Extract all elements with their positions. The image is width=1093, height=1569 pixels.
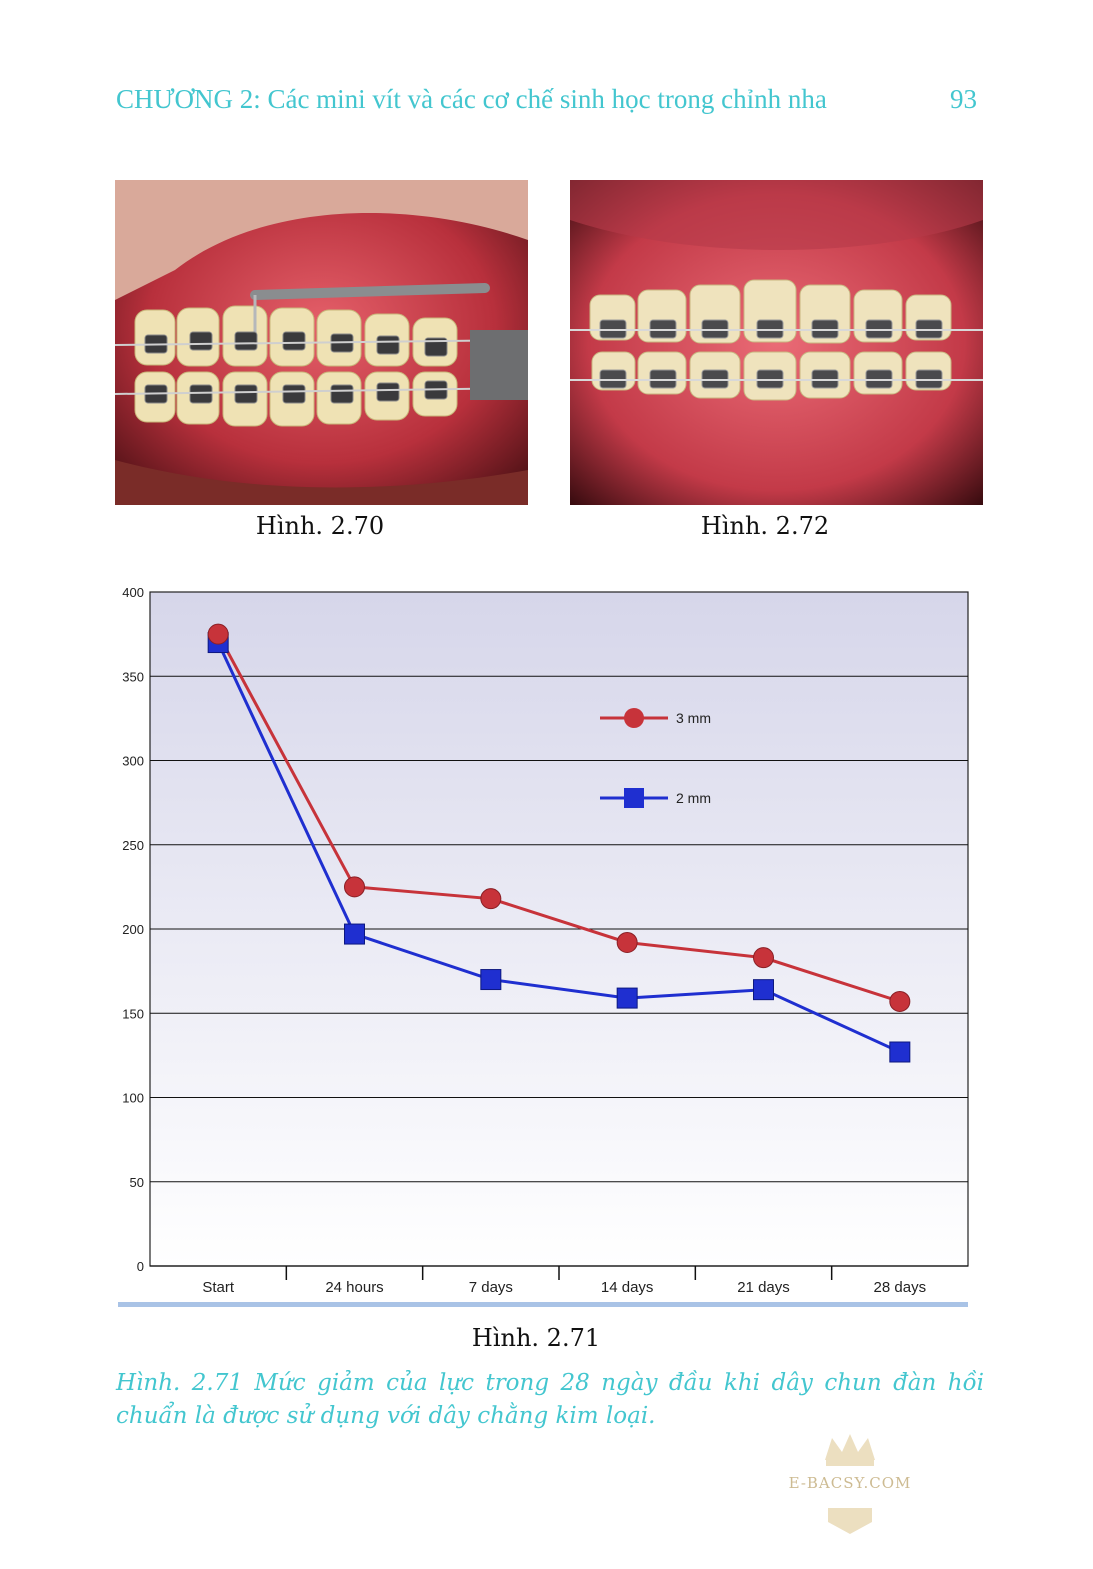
y-tick-label: 0 (137, 1259, 144, 1274)
x-tick-label: 21 days (737, 1279, 790, 1296)
data-point-3mm (753, 947, 774, 969)
data-point-2mm (616, 987, 638, 1009)
chapter-title: CHƯƠNG 2: Các mini vít và các cơ chế sin… (116, 84, 827, 114)
figure-description: Hình. 2.71 Mức giảm của lực trong 28 ngà… (116, 1370, 984, 1429)
data-point-3mm (344, 876, 365, 898)
data-point-3mm (889, 990, 911, 1012)
data-point-2mm (344, 923, 365, 945)
data-point-2mm (889, 1041, 911, 1063)
legend-marker-3mm (624, 708, 644, 728)
legend-label: 2 mm (676, 790, 711, 806)
x-tick-label: 28 days (874, 1279, 927, 1296)
photo-braces-front-view (570, 180, 983, 505)
chart-bottom-rule (118, 1302, 968, 1307)
data-point-3mm (480, 888, 502, 910)
figure-caption-2-70: Hình. 2.70 (255, 512, 385, 540)
y-tick-label: 400 (122, 585, 144, 600)
photo-braces-side-view (115, 180, 528, 505)
figure-caption-2-71: Hình. 2.71 (471, 1324, 601, 1352)
figure-caption-2-72: Hình. 2.72 (700, 512, 830, 540)
series-line-2mm (216, 641, 901, 1054)
legend-marker-2mm (624, 788, 644, 808)
x-tick-label: 14 days (601, 1279, 654, 1296)
page-number: 93 (950, 84, 977, 114)
y-tick-label: 300 (122, 754, 144, 769)
watermark-text: E-BACSY.COM (788, 1474, 912, 1492)
x-tick-label: Start (202, 1279, 235, 1296)
watermark-logo: E-BACSY.COM (780, 1430, 920, 1540)
y-tick-label: 150 (122, 1006, 144, 1021)
data-point-2mm (480, 969, 502, 991)
data-point-2mm (753, 979, 774, 1001)
legend-label: 3 mm (676, 710, 711, 726)
x-tick-label: 7 days (469, 1279, 513, 1296)
crown-icon (825, 1434, 875, 1534)
y-tick-label: 250 (122, 838, 144, 853)
data-point-3mm (616, 931, 638, 953)
x-tick-label: 24 hours (325, 1279, 383, 1296)
y-tick-label: 100 (122, 1091, 144, 1106)
series-line-3mm (216, 633, 901, 1003)
y-tick-label: 50 (130, 1175, 144, 1190)
force-decay-line-chart: 0 50 100 150 200 250 300 350 400 Start 24 hours 7 d… (100, 578, 990, 1318)
y-tick-label: 350 (122, 669, 144, 684)
y-tick-label: 200 (122, 922, 144, 937)
data-point-3mm (207, 623, 229, 645)
